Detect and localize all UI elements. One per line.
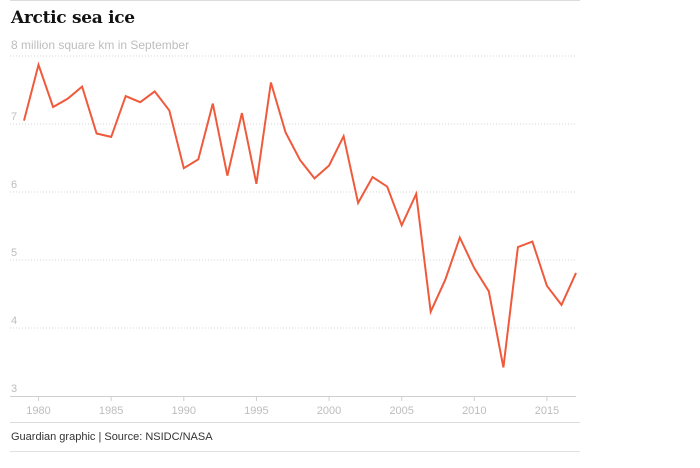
x-tick-label-2005: 2005 bbox=[389, 405, 413, 417]
series-arctic-sea-ice bbox=[23, 61, 577, 368]
x-tick-label-2015: 2015 bbox=[535, 405, 559, 417]
data-point-1997 bbox=[284, 131, 286, 133]
data-point-2017 bbox=[575, 272, 577, 274]
data-point-1988 bbox=[154, 90, 156, 92]
data-point-2013 bbox=[517, 246, 519, 248]
x-tick-label-2010: 2010 bbox=[462, 405, 486, 417]
data-point-1986 bbox=[125, 95, 127, 97]
data-point-2009 bbox=[459, 237, 461, 239]
data-point-2014 bbox=[531, 241, 533, 243]
chart-subtitle: 8 million square km in September bbox=[11, 38, 190, 52]
data-point-2016 bbox=[560, 304, 562, 306]
data-point-1981 bbox=[52, 106, 54, 108]
y-axis-ticks: 3 4 5 6 7 bbox=[11, 111, 17, 395]
y-tick-label-5: 5 bbox=[11, 247, 17, 259]
x-axis: 1980 1985 1990 1995 2000 2005 2010 2015 bbox=[10, 396, 576, 417]
data-point-1996 bbox=[270, 82, 272, 84]
data-point-2005 bbox=[401, 224, 403, 226]
data-point-2002 bbox=[357, 202, 359, 204]
data-point-2003 bbox=[372, 176, 374, 178]
chart-title: Arctic sea ice bbox=[11, 8, 135, 28]
data-point-1989 bbox=[168, 109, 170, 111]
data-point-1999 bbox=[314, 177, 316, 179]
y-tick-label-4: 4 bbox=[11, 315, 17, 327]
data-point-1990 bbox=[183, 167, 185, 169]
y-tick-label-6: 6 bbox=[11, 179, 17, 191]
data-point-2007 bbox=[430, 311, 432, 313]
data-point-1987 bbox=[139, 101, 141, 103]
data-point-2010 bbox=[473, 267, 475, 269]
x-tick-label-1990: 1990 bbox=[172, 405, 196, 417]
bottom-rule bbox=[10, 451, 580, 452]
data-point-2006 bbox=[415, 193, 417, 195]
y-tick-label-7: 7 bbox=[11, 111, 17, 123]
data-point-1991 bbox=[197, 158, 199, 160]
data-point-2011 bbox=[488, 290, 490, 292]
top-rule bbox=[10, 0, 580, 1]
data-point-2004 bbox=[386, 186, 388, 188]
data-point-1980 bbox=[38, 64, 40, 66]
data-point-1984 bbox=[96, 133, 98, 135]
data-point-1979 bbox=[23, 120, 25, 122]
footer-rule bbox=[10, 422, 580, 423]
data-point-2008 bbox=[444, 279, 446, 281]
data-point-1998 bbox=[299, 159, 301, 161]
source-note: Guardian graphic | Source: NSIDC/NASA bbox=[11, 431, 213, 443]
x-tick-label-1985: 1985 bbox=[99, 405, 123, 417]
data-point-1995 bbox=[255, 183, 257, 185]
data-point-1982 bbox=[67, 98, 69, 100]
data-point-1993 bbox=[226, 175, 228, 177]
data-point-2001 bbox=[343, 135, 345, 137]
y-tick-label-3: 3 bbox=[11, 383, 17, 395]
data-point-1985 bbox=[110, 136, 112, 138]
data-point-1983 bbox=[81, 86, 83, 88]
data-point-2000 bbox=[328, 164, 330, 166]
data-point-1992 bbox=[212, 103, 214, 105]
x-tick-label-1995: 1995 bbox=[244, 405, 268, 417]
gridlines bbox=[10, 55, 576, 329]
data-point-2012 bbox=[502, 366, 504, 368]
data-point-1994 bbox=[241, 112, 243, 114]
series-line bbox=[23, 61, 577, 368]
x-tick-label-1980: 1980 bbox=[26, 405, 50, 417]
x-tick-label-2000: 2000 bbox=[317, 405, 341, 417]
data-point-2015 bbox=[546, 285, 548, 287]
